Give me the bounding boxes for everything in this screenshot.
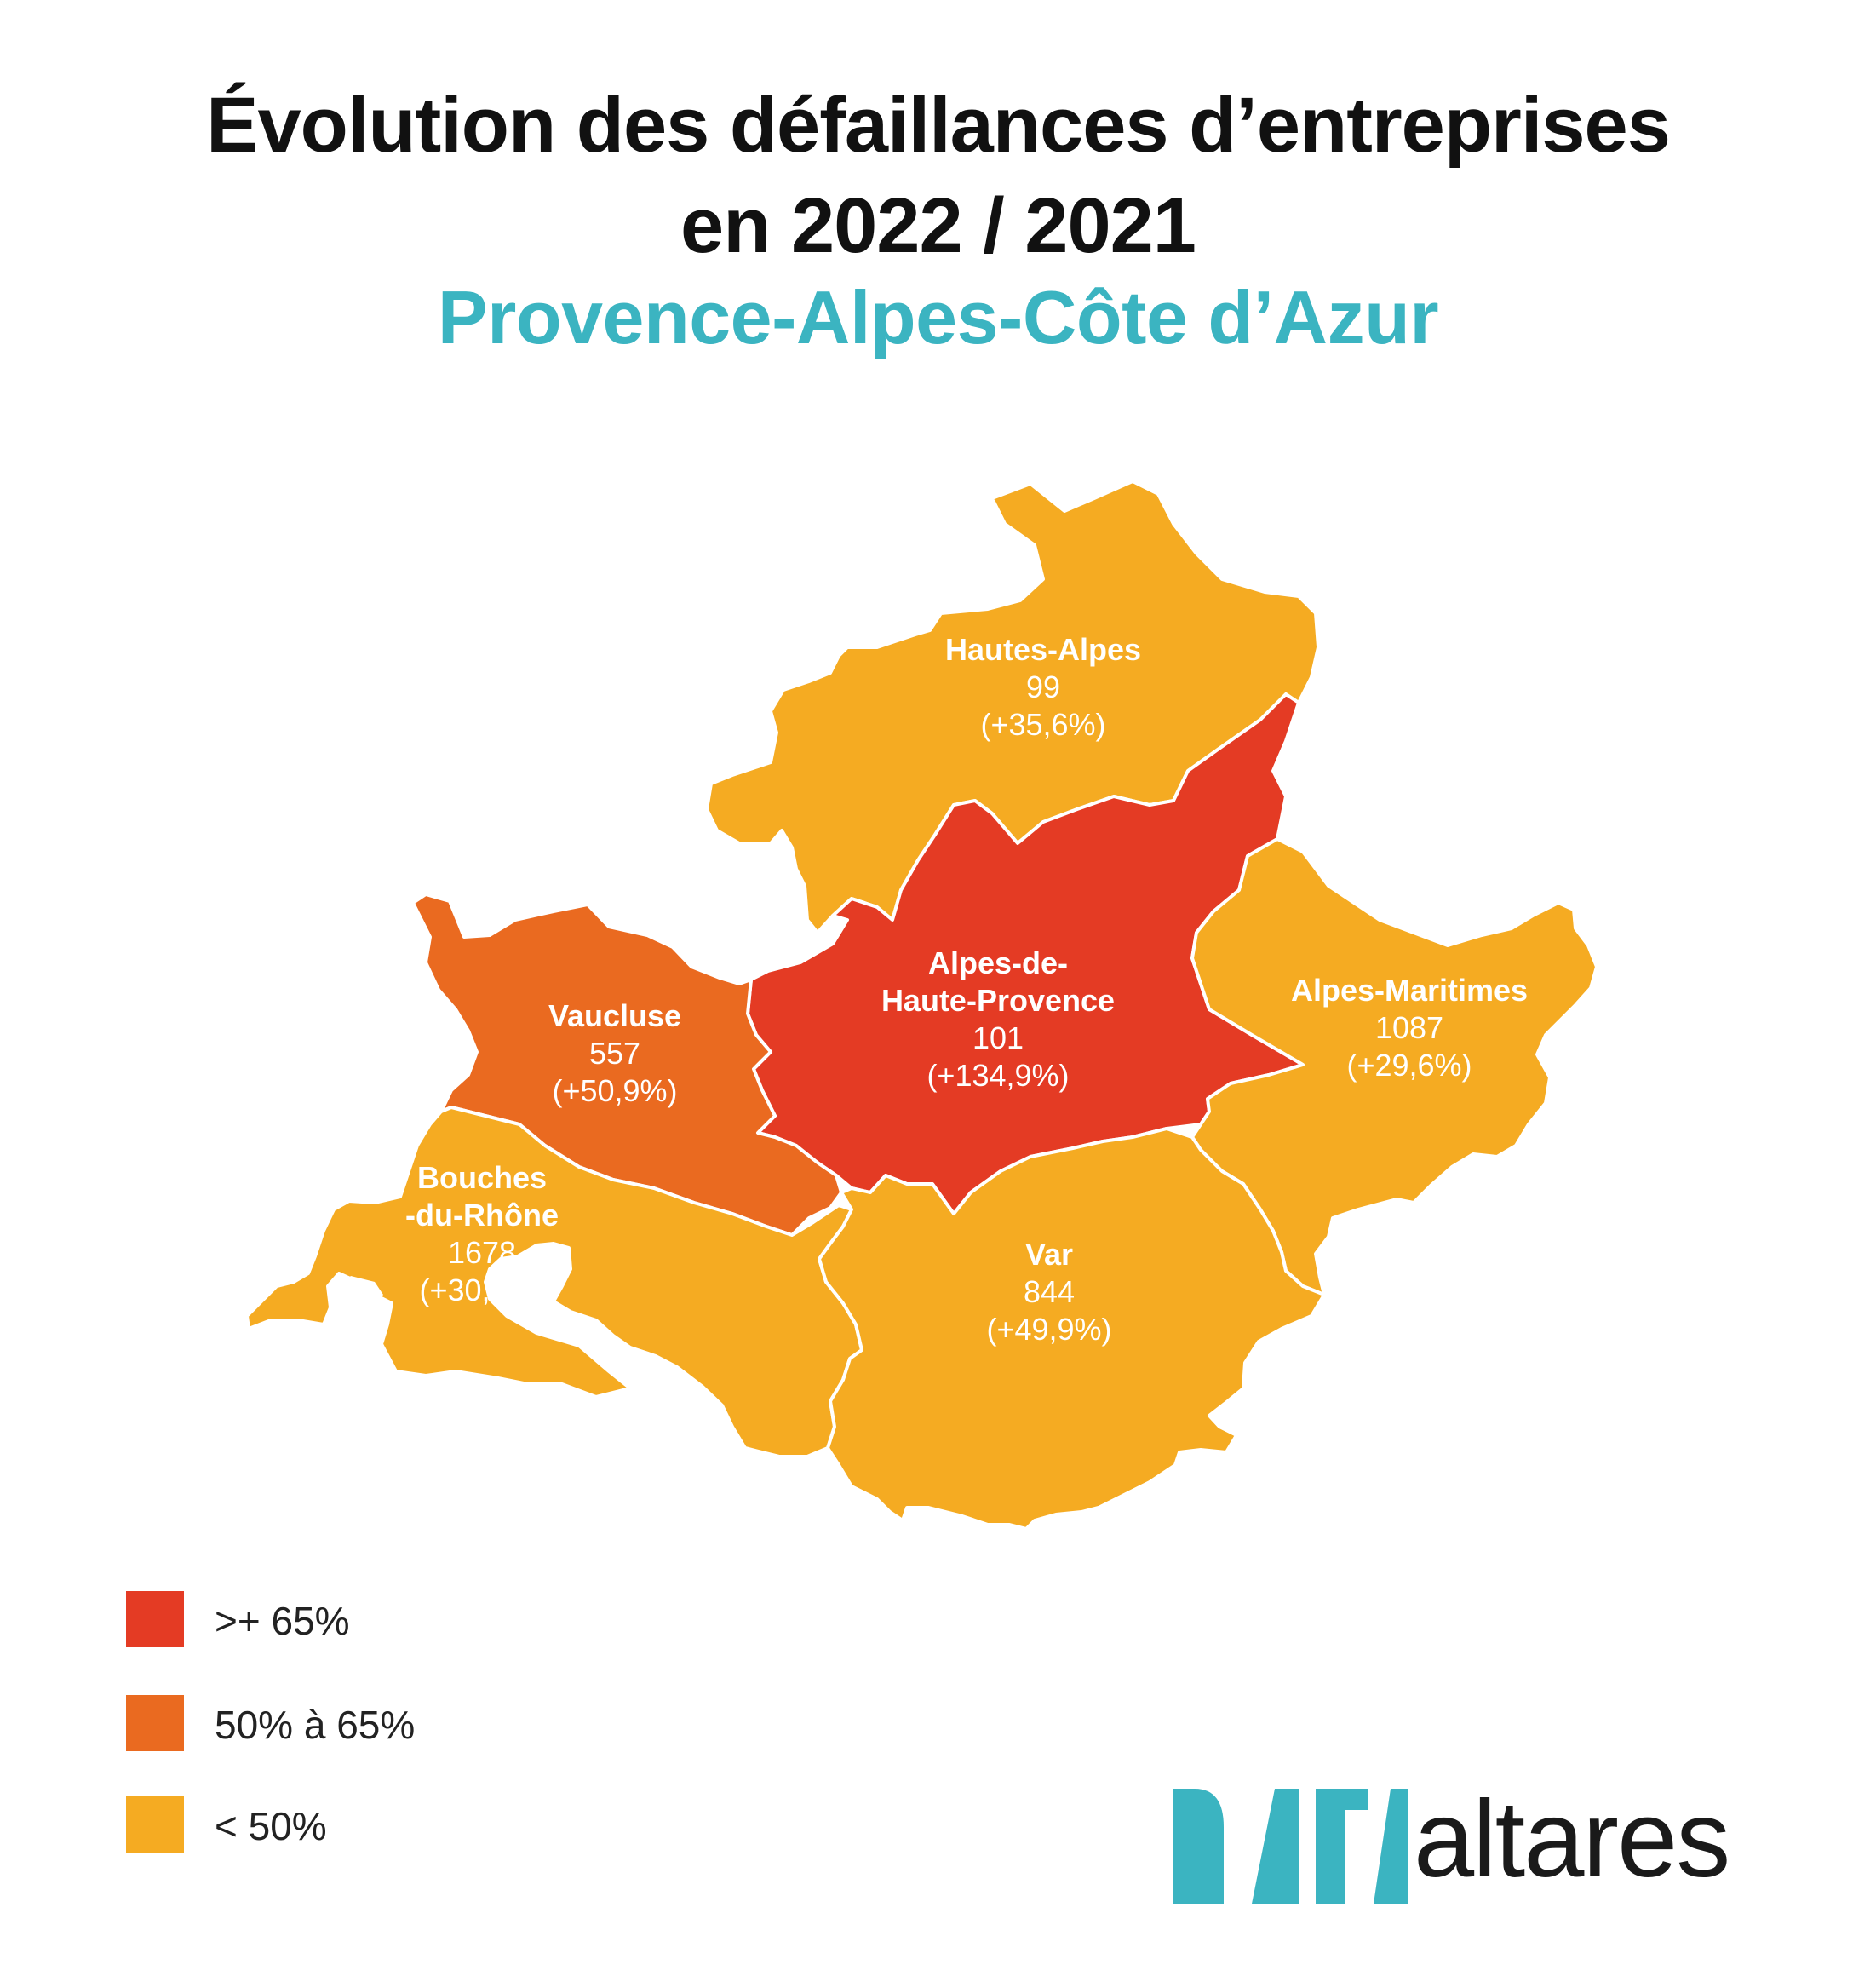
region-change-alpes-maritimes: (+29,6%) [1346,1048,1472,1083]
altares-wordmark: altares [1414,1778,1730,1900]
lagoon-inlet [339,1276,383,1316]
region-change-vaucluse: (+50,9%) [552,1073,677,1108]
region-subtitle: Provence-Alpes-Côte d’Azur [437,275,1439,359]
region-value-vaucluse: 557 [589,1036,640,1071]
region-name-bouches-du-rhone: Bouches [417,1160,547,1195]
region-change-alpes-de-haute-provence: (+134,9%) [927,1058,1069,1093]
altares-data-logo: altares [1171,1776,1784,1904]
legend-item-high: >+ 65% [126,1591,637,1651]
map-title: Évolution des défaillances d’entreprises… [0,75,1876,276]
region-name-bouches-du-rhone: -du-Rhône [405,1198,559,1232]
legend-swatch-mid [126,1695,184,1751]
region-value-alpes-de-haute-provence: 101 [972,1020,1024,1055]
region-name-alpes-de-haute-provence: Alpes-de- [928,945,1068,980]
legend-label-low: < 50% [215,1804,327,1848]
legend-label-mid: 50% à 65% [215,1703,416,1747]
region-value-var: 844 [1024,1274,1075,1309]
region-name-var: Var [1025,1237,1073,1272]
region-vaucluse [411,893,843,1237]
legend-label-high: >+ 65% [215,1599,350,1643]
legend-item-low: < 50% [126,1796,637,1856]
region-change-bouches-du-rhone: (+30,1%) [419,1273,544,1307]
region-name-alpes-maritimes: Alpes-Maritimes [1291,973,1528,1008]
region-value-hautes-alpes: 99 [1026,669,1060,704]
legend-swatch-low [126,1796,184,1853]
region-change-hautes-alpes: (+35,6%) [980,707,1105,742]
title-line-1: Évolution des défaillances d’entreprises [206,82,1671,169]
region-value-alpes-maritimes: 1087 [1375,1010,1443,1045]
legend-swatch-high [126,1591,184,1647]
legend-item-mid: 50% à 65% [126,1695,637,1755]
region-change-var: (+49,9%) [986,1312,1111,1347]
region-name-vaucluse: Vaucluse [548,998,681,1033]
region-value-bouches-du-rhone: 1678 [448,1235,516,1270]
region-name-hautes-alpes: Hautes-Alpes [945,632,1141,667]
region-var [818,1127,1326,1531]
region-name-alpes-de-haute-provence: Haute-Provence [881,983,1115,1018]
data-logo-icon [1173,1789,1408,1904]
title-line-2: en 2022 / 2021 [680,182,1196,269]
